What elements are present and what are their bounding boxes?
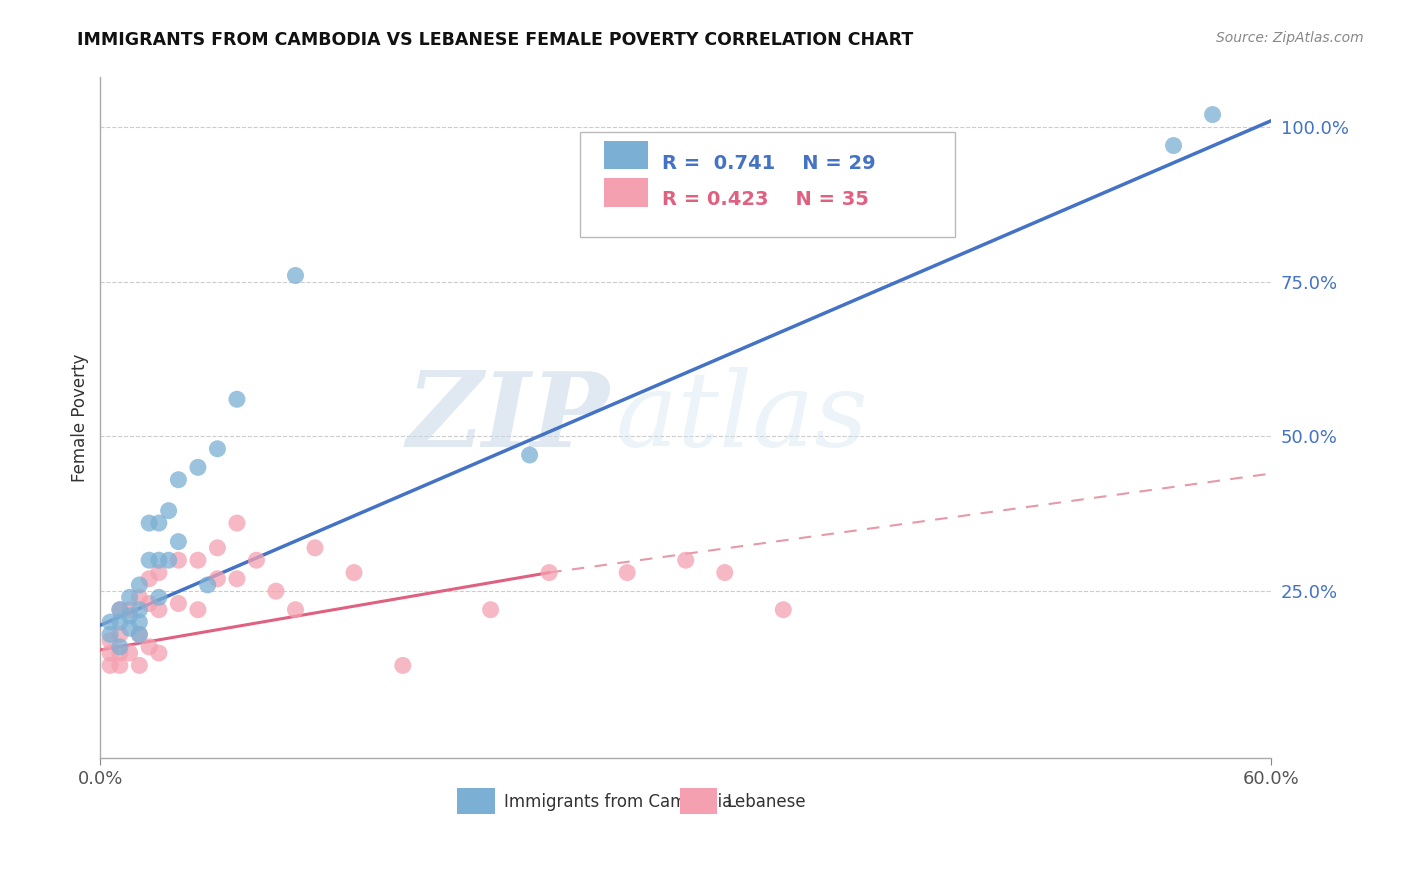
Point [108, 603, 131, 617]
Point [128, 658, 150, 673]
Point [148, 566, 170, 580]
FancyBboxPatch shape [603, 141, 648, 169]
Point [128, 591, 150, 605]
Point [167, 473, 190, 487]
Point [391, 658, 413, 673]
Point [118, 603, 141, 617]
Point [675, 553, 697, 567]
Point [713, 566, 735, 580]
Point [138, 597, 160, 611]
Point [128, 627, 150, 641]
Point [138, 572, 160, 586]
Point [98, 627, 121, 641]
Point [616, 566, 638, 580]
Point [187, 603, 209, 617]
Point [108, 615, 131, 629]
Point [519, 448, 541, 462]
Point [207, 442, 229, 456]
Point [138, 516, 160, 530]
Point [479, 603, 502, 617]
Point [226, 572, 249, 586]
Point [148, 603, 170, 617]
Y-axis label: Female Poverty: Female Poverty [72, 353, 89, 482]
Point [197, 578, 219, 592]
Point [284, 268, 307, 283]
Point [128, 578, 150, 592]
Point [128, 627, 150, 641]
Point [304, 541, 326, 555]
Point [98, 615, 121, 629]
Point [148, 591, 170, 605]
Text: R = 0.423    N = 35: R = 0.423 N = 35 [662, 190, 869, 209]
Point [98, 658, 121, 673]
FancyBboxPatch shape [581, 132, 955, 237]
Text: Lebanese: Lebanese [727, 794, 806, 812]
Point [538, 566, 561, 580]
Point [167, 597, 190, 611]
Text: Immigrants from Cambodia: Immigrants from Cambodia [505, 794, 733, 812]
FancyBboxPatch shape [603, 178, 648, 207]
Point [226, 516, 249, 530]
Point [772, 603, 794, 617]
Point [128, 603, 150, 617]
Point [187, 553, 209, 567]
Point [245, 553, 267, 567]
Text: IMMIGRANTS FROM CAMBODIA VS LEBANESE FEMALE POVERTY CORRELATION CHART: IMMIGRANTS FROM CAMBODIA VS LEBANESE FEM… [77, 31, 914, 49]
Point [284, 603, 307, 617]
Point [157, 504, 180, 518]
Point [118, 608, 141, 623]
Point [167, 553, 190, 567]
Point [98, 633, 121, 648]
Point [1163, 138, 1185, 153]
Point [167, 534, 190, 549]
Point [118, 591, 141, 605]
Text: ZIP: ZIP [406, 368, 610, 468]
Point [264, 584, 287, 599]
Point [148, 646, 170, 660]
Text: atlas: atlas [616, 368, 869, 468]
Point [118, 646, 141, 660]
Point [207, 541, 229, 555]
Point [148, 553, 170, 567]
Point [128, 615, 150, 629]
Point [157, 553, 180, 567]
Point [1201, 107, 1223, 121]
FancyBboxPatch shape [681, 789, 717, 814]
Point [108, 627, 131, 641]
Point [207, 572, 229, 586]
Point [138, 553, 160, 567]
Point [98, 646, 121, 660]
Point [108, 658, 131, 673]
Point [108, 640, 131, 654]
Text: Source: ZipAtlas.com: Source: ZipAtlas.com [1216, 31, 1364, 45]
Point [187, 460, 209, 475]
Point [226, 392, 249, 407]
Text: R =  0.741    N = 29: R = 0.741 N = 29 [662, 153, 876, 173]
Point [108, 646, 131, 660]
Point [148, 516, 170, 530]
Point [343, 566, 366, 580]
Point [118, 621, 141, 635]
FancyBboxPatch shape [457, 789, 495, 814]
Point [138, 640, 160, 654]
Point [108, 603, 131, 617]
